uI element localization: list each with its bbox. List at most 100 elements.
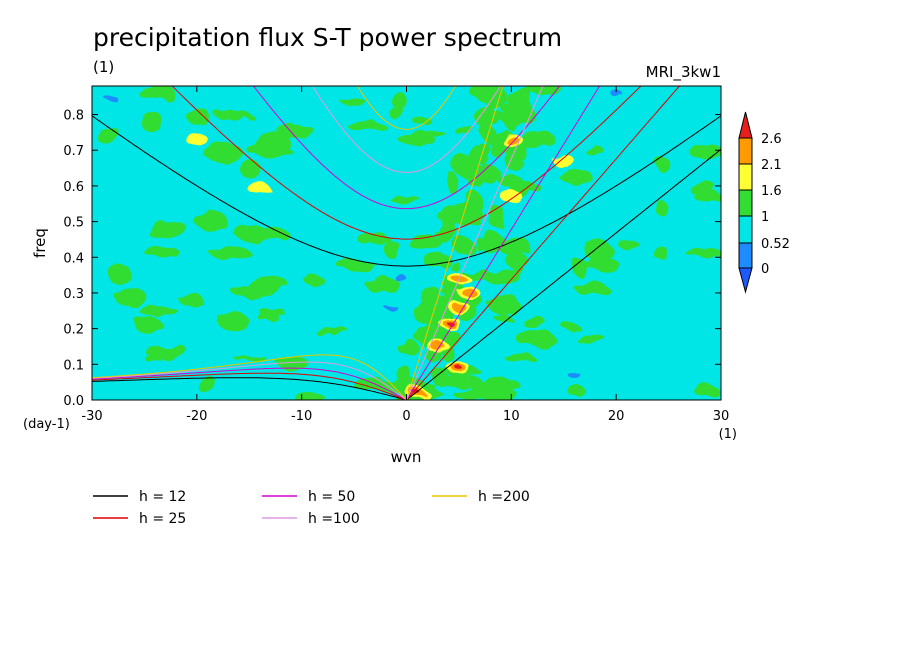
power-patch (559, 171, 594, 183)
rossby-wave-curve (92, 367, 407, 400)
legend-label: h = 50 (308, 489, 355, 505)
y-unit-label: (day-1) (23, 417, 70, 432)
rossby-wave-curve (92, 377, 407, 400)
power-patch (133, 314, 161, 333)
power-patch (454, 237, 474, 256)
power-patch (233, 355, 268, 362)
power-patch (583, 144, 603, 154)
y-tick-label: 0.2 (63, 323, 84, 338)
high-power-peak (444, 319, 452, 324)
high-power-halo (185, 133, 208, 146)
x-tick-label: 0 (402, 409, 410, 424)
power-patch (407, 233, 442, 250)
power-patch (498, 237, 532, 257)
legend: h = 12 h = 25 h = 50 h =100 h =200 (93, 489, 530, 527)
rossby-wave-curve (92, 361, 407, 400)
dispersion-curves (92, 86, 721, 400)
kelvin-wave-curve (406, 86, 681, 400)
high-power-peak (413, 390, 421, 395)
power-patch (658, 158, 671, 174)
kelvin-wave-curve (406, 86, 601, 400)
power-patch (218, 311, 249, 332)
power-patch (444, 172, 460, 192)
power-patch (487, 294, 521, 315)
colorbar-bottom-arrow (738, 267, 753, 294)
gravity-wave-curve (252, 86, 561, 210)
power-patch (313, 327, 349, 335)
colorbar-label: 0 (761, 262, 769, 277)
power-patch (413, 117, 432, 126)
power-patch (564, 325, 582, 333)
power-patch (450, 262, 462, 272)
low-power-spot (568, 372, 581, 379)
x-tick-label: 30 (713, 409, 730, 424)
colorbar-top-arrow (738, 111, 753, 139)
y-tick-label: 0.8 (63, 109, 84, 124)
power-patch (505, 354, 537, 364)
power-patch (115, 288, 148, 308)
power-patch (389, 104, 404, 121)
power-patch (293, 391, 325, 400)
power-patch (466, 192, 484, 215)
rossby-wave-curve (92, 354, 407, 400)
legend-label: h = 25 (139, 511, 186, 527)
legend-label: h =200 (478, 489, 530, 505)
power-patch (199, 378, 220, 396)
power-patch (685, 248, 721, 258)
power-patch (453, 126, 475, 134)
gravity-wave-curve (92, 115, 721, 267)
y-tick-label: 0.0 (63, 394, 84, 409)
gravity-wave-curve (356, 86, 457, 130)
power-patch (277, 356, 309, 371)
power-patch (203, 143, 244, 162)
power-patch (423, 252, 452, 269)
colorbar-label: 1 (761, 210, 769, 225)
high-power-core (430, 342, 445, 351)
power-patch (440, 219, 457, 233)
high-power-peak (455, 365, 463, 370)
y-tick-label: 0.7 (63, 144, 84, 159)
power-patch (510, 112, 531, 124)
power-patch (567, 383, 585, 397)
power-patch (342, 100, 368, 107)
high-power-halo (248, 183, 271, 196)
power-patch (232, 285, 260, 299)
rossby-wave-curve (92, 372, 407, 400)
power-patch (574, 281, 609, 295)
power-patch (689, 180, 717, 197)
power-patch (106, 263, 132, 283)
x-tick-label: -30 (81, 409, 102, 424)
power-patch (573, 257, 587, 278)
power-patch (399, 135, 437, 146)
x-axis-label: wvn (391, 448, 422, 466)
power-patch (255, 132, 291, 152)
gravity-wave-curve (171, 86, 642, 240)
power-patch (357, 234, 391, 245)
power-patch (208, 246, 251, 258)
power-patch (214, 109, 252, 120)
low-power-spot (610, 90, 623, 97)
power-patch (343, 259, 356, 271)
colorbar-label: 2.1 (761, 158, 782, 173)
plot-area (92, 86, 721, 400)
colorbar-label: 0.52 (761, 237, 790, 252)
legend-label: h =100 (308, 511, 360, 527)
power-patch (240, 161, 263, 179)
model-label: MRI_3kw1 (646, 63, 721, 82)
kelvin-wave-curve (406, 86, 544, 400)
power-patch (347, 120, 386, 131)
power-patch (655, 246, 669, 262)
colorbar-segment (738, 242, 753, 269)
power-patch (396, 340, 420, 354)
x-tick-label: 10 (503, 409, 520, 424)
chart-title: precipitation flux S-T power spectrum (93, 23, 562, 52)
power-patch (145, 221, 189, 238)
low-power-spot (395, 275, 408, 282)
power-patch (518, 130, 557, 151)
colorbar-segment (738, 163, 753, 191)
legend-label: h = 12 (139, 489, 186, 505)
power-patch (189, 108, 211, 128)
power-patch (145, 346, 190, 358)
power-patch (519, 314, 545, 327)
